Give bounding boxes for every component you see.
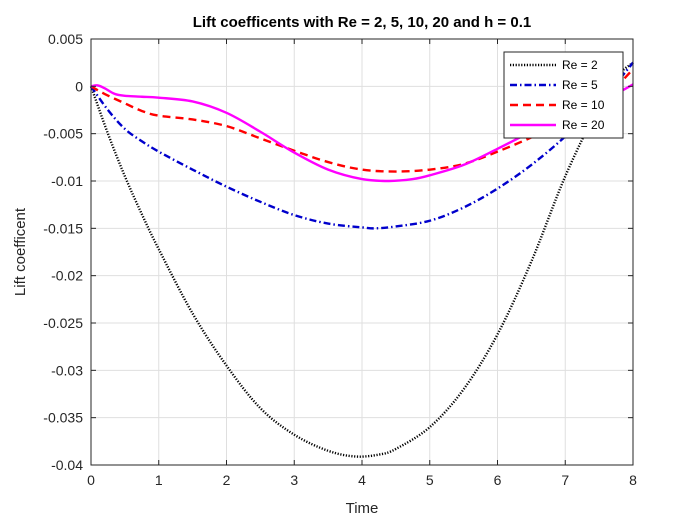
x-axis-label: Time [346,500,379,517]
x-tick-label: 0 [87,472,95,488]
legend-box [503,51,624,139]
y-tick-label: -0.025 [43,315,83,331]
legend-label: Re = 5 [562,78,598,92]
y-tick-label: -0.035 [43,410,83,426]
y-tick-label: -0.01 [51,173,83,189]
y-tick-label: -0.04 [51,457,83,473]
ticks-group: 0 1 2 3 4 5 6 7 8 0.005 0 -0.005 -0.01 -0.015 -0.02 -0.… [43,31,637,488]
legend-label: Re = 2 [562,58,598,72]
y-tick-label: -0.03 [51,362,83,378]
series-line-re-2 [89,61,634,458]
x-tick-label: 6 [494,472,502,488]
series-line-re-5 [90,61,634,230]
x-tick-label: 5 [426,472,434,488]
x-tick-label: 4 [358,472,366,488]
chart-title: Lift coefficents with Re = 2, 5, 10, 20 … [193,14,531,31]
legend: Re = 2 Re = 5 Re = 10 Re = 20 [503,51,624,139]
y-tick-label: 0.005 [48,31,83,47]
x-tick-label: 1 [155,472,163,488]
y-axis-label: Lift coefficent [12,207,29,296]
y-tick-label: -0.015 [43,220,83,236]
legend-label: Re = 10 [562,98,605,112]
x-tick-label: 8 [629,472,637,488]
x-tick-label: 2 [223,472,231,488]
x-tick-label: 3 [290,472,298,488]
y-tick-label: -0.02 [51,268,83,284]
x-tick-label: 7 [561,472,569,488]
legend-label: Re = 20 [562,118,605,132]
y-tick-label: 0 [75,78,83,94]
y-tick-label: -0.005 [43,126,83,142]
